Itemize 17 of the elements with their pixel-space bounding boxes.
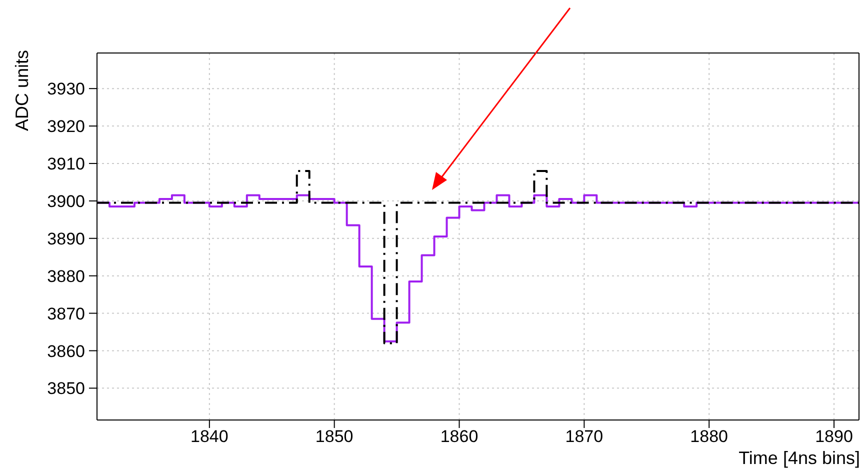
y-tick-label: 3900 xyxy=(47,192,85,211)
x-tick-label: 1860 xyxy=(440,427,478,446)
x-axis-title: Time [4ns bins] xyxy=(738,448,860,469)
y-tick-label: 3880 xyxy=(47,266,85,286)
y-tick-label: 3910 xyxy=(47,154,85,174)
y-tick-label: 3890 xyxy=(47,229,85,248)
y-tick-label: 3870 xyxy=(47,304,85,324)
y-axis-title: ADC units xyxy=(12,50,33,132)
y-tick-label: 3920 xyxy=(47,117,85,136)
x-tick-label: 1880 xyxy=(690,427,728,446)
y-tick-label: 3930 xyxy=(47,80,85,99)
y-tick-label: 3860 xyxy=(47,342,85,361)
x-tick-label: 1840 xyxy=(190,427,228,446)
x-tick-label: 1890 xyxy=(815,427,853,446)
y-tick-label: 3850 xyxy=(47,379,85,398)
x-tick-label: 1870 xyxy=(565,427,604,446)
x-tick-label: 1850 xyxy=(315,427,354,446)
